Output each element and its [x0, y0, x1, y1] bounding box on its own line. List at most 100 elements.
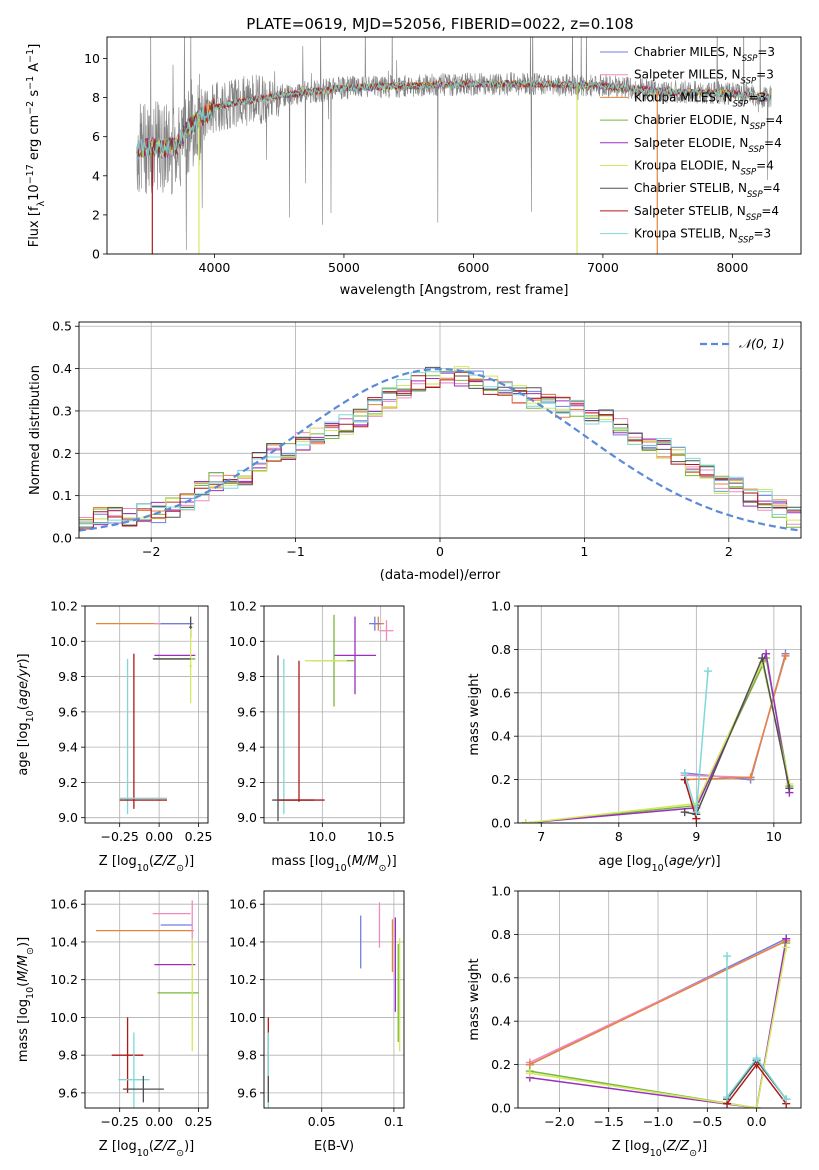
x-tick-label: 10.0 [308, 829, 336, 844]
x-tick-label: 0.05 [308, 1114, 336, 1129]
label-part: 10 [137, 863, 149, 874]
x-tick-label: 8 [615, 829, 623, 844]
age-vs-z-ylabel: age [log10(age/yr)] [16, 653, 36, 775]
y-tick-label: 10.2 [50, 599, 78, 614]
y-tick-label: 9.8 [58, 1048, 78, 1063]
x-tick-label: 0.1 [384, 1114, 404, 1129]
legend-label-part: SSP [738, 236, 754, 246]
x-tick-label: 6000 [458, 260, 490, 275]
label-part: age [log [16, 722, 31, 775]
age_vs_mass-axes: 10.0 10.5 9.0 9.2 9.4 9.6 9.8 10.0 10.2 [229, 599, 404, 844]
spectrum-plot [136, 37, 772, 254]
mass_vs_Z-frame [84, 890, 209, 1109]
legend-label: Kroupa MILES, NSSP=3 [634, 90, 766, 109]
y-tick-label: 9.6 [58, 704, 78, 719]
y-tick-label: 0.2 [491, 772, 511, 787]
y-tick-label: 8 [92, 90, 100, 105]
x-tick-label: 5000 [328, 260, 360, 275]
label-part: 10 [652, 863, 664, 874]
y-tick-label: 0.8 [491, 642, 511, 657]
legend-label-part: SSP [746, 213, 762, 223]
x-tick-label: 0.00 [145, 1114, 173, 1129]
y-tick-label: 9.6 [237, 704, 257, 719]
x-tick-label: 7000 [587, 260, 619, 275]
x-tick-label: 8000 [716, 260, 748, 275]
legend-label-part: SSP [742, 54, 758, 64]
weight-vs-age-xlabel: age [log10(age/yr)] [598, 854, 720, 874]
legend-label-part: Salpeter ELODIE, N [634, 136, 748, 150]
legend-label: Kroupa ELODIE, NSSP=4 [634, 159, 774, 178]
age_vs_Z-plot [96, 616, 196, 815]
y-tick-label: 1.0 [491, 884, 511, 899]
legend-label-part: Kroupa ELODIE, N [634, 159, 741, 173]
x-tick-label: −2 [142, 544, 160, 559]
label-part: ( [662, 1139, 667, 1154]
legend-label-part: =4 [765, 113, 783, 127]
legend-label-part: =4 [761, 204, 779, 218]
y-tick-label: 10.4 [50, 934, 78, 949]
spectrum-model-line [136, 79, 771, 161]
residuals-plot [79, 366, 801, 532]
y-tick-label: 4 [92, 168, 100, 183]
y-tick-label: 10.6 [50, 897, 78, 912]
x-tick-label: 0 [436, 544, 444, 559]
label-part: 10 [137, 1148, 149, 1159]
legend-label-part: =3 [756, 68, 774, 82]
legend-label-part: Chabrier MILES, N [634, 45, 742, 59]
legend-label: Kroupa STELIB, NSSP=3 [634, 227, 771, 246]
label-part: M/M [352, 854, 379, 869]
y-tick-label: 0.2 [52, 446, 72, 461]
x-tick-label: −0.5 [692, 1114, 722, 1129]
legend-label-part: SSP [733, 99, 749, 109]
legend-label-part: Kroupa STELIB, N [634, 227, 738, 241]
age_vs_mass-frame [263, 605, 405, 824]
label-part: )] [184, 854, 194, 869]
weight-series-line [529, 947, 787, 1108]
x-tick-label: −0.25 [101, 829, 139, 844]
label-part: erg cm [27, 115, 42, 164]
weight-series-line [726, 956, 787, 1100]
y-tick-label: 10.2 [50, 972, 78, 987]
x-tick-label: −1 [286, 544, 304, 559]
legend-label-part: =4 [756, 159, 774, 173]
legend-label-part: Salpeter STELIB, N [634, 204, 746, 218]
mass-vs-ebv-xlabel: E(B-V) [314, 1139, 354, 1154]
label-part: Z/Z [153, 1139, 177, 1154]
y-tick-label: 0.4 [491, 729, 511, 744]
y-tick-label: 9.0 [58, 810, 78, 825]
mass_vs_Z-plot [96, 900, 199, 1108]
label-part: −1 [25, 76, 36, 90]
label-part: )] [710, 854, 720, 869]
y-tick-label: 10.0 [229, 1010, 257, 1025]
x-tick-label: 4000 [199, 260, 231, 275]
y-tick-label: 9.6 [58, 1085, 78, 1100]
label-part: 10 [27, 184, 42, 201]
x-tick-label: 1 [580, 544, 588, 559]
y-tick-label: 0.4 [52, 361, 72, 376]
label-part: M/M [16, 955, 31, 982]
y-tick-label: 9.2 [237, 775, 257, 790]
y-tick-label: 9.8 [237, 669, 257, 684]
label-part: age/yr [669, 854, 712, 869]
x-tick-label: 7 [537, 829, 545, 844]
x-tick-label: −0.25 [101, 1114, 139, 1129]
legend-label: Salpeter MILES, NSSP=3 [634, 68, 774, 87]
weight-series-line [684, 655, 791, 816]
normal-curve [79, 367, 799, 532]
label-part: Z/Z [153, 854, 177, 869]
y-tick-label: 9.2 [58, 775, 78, 790]
y-tick-label: 10.2 [229, 972, 257, 987]
residuals-ylabel: Normed distribution [28, 365, 43, 495]
x-tick-label: 0.25 [185, 1114, 213, 1129]
legend-label-part: SSP [741, 77, 757, 87]
y-tick-label: 0.1 [52, 488, 72, 503]
x-tick-label: −1.5 [594, 1114, 624, 1129]
label-part: ( [347, 854, 352, 869]
label-part: λ [36, 200, 47, 206]
label-part: ( [16, 705, 31, 710]
x-tick-label: 0.0 [747, 1114, 767, 1129]
legend-label: Chabrier MILES, NSSP=3 [634, 45, 775, 64]
legend-label-part: SSP [747, 190, 763, 200]
